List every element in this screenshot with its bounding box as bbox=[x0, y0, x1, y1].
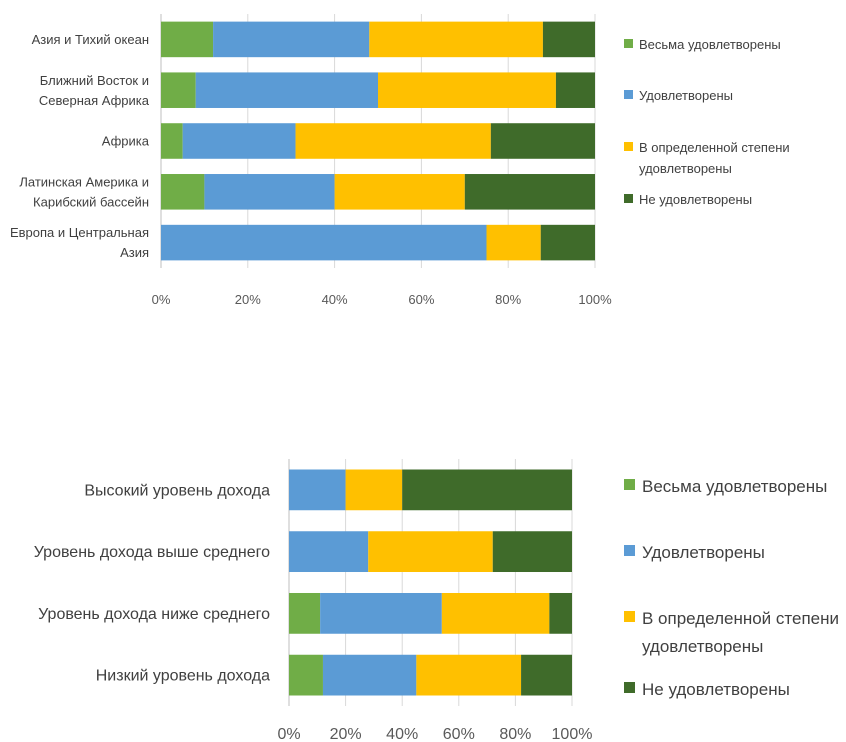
legend-label: В определенной степени удовлетворены bbox=[642, 605, 839, 661]
x-tick-label: 60% bbox=[408, 292, 434, 307]
x-tick-label: 80% bbox=[499, 726, 531, 742]
bar-segment-весьма-удовлетворены bbox=[161, 21, 214, 58]
bar-segment-весьма-удовлетворены bbox=[289, 654, 323, 696]
legend-label-line: В определенной степени bbox=[642, 609, 839, 628]
legend-label-line: В определенной степени bbox=[639, 140, 790, 155]
legend-label-line: Не удовлетворены bbox=[639, 192, 753, 207]
legend-label-line: Удовлетворены bbox=[642, 543, 765, 562]
legend-swatch bbox=[624, 90, 633, 99]
bar-segment-в-определенной-степени-удовлетворены bbox=[369, 21, 543, 58]
bar-segment-в-определенной-степени-удовлетворены bbox=[295, 123, 491, 159]
legend-label: Не удовлетворены bbox=[642, 676, 790, 704]
bar-segment-в-определенной-степени-удовлетворены bbox=[441, 592, 550, 634]
legend-swatch bbox=[624, 479, 635, 490]
category-label: Африка bbox=[102, 134, 150, 149]
bar-segment-удовлетворены bbox=[161, 224, 487, 261]
bar-segment-в-определенной-степени-удовлетворены bbox=[486, 224, 541, 261]
bar-segment-удовлетворены bbox=[289, 469, 346, 511]
x-tick-label: 40% bbox=[386, 726, 418, 742]
legend-item-удовлетворены: Удовлетворены bbox=[624, 539, 765, 567]
category-label: Высокий уровень дохода bbox=[84, 482, 270, 499]
x-tick-label: 20% bbox=[330, 726, 362, 742]
category-label: Уровень дохода выше среднего bbox=[34, 544, 270, 561]
bar-segment-весьма-удовлетворены bbox=[161, 72, 196, 108]
bar-segment-весьма-удовлетворены bbox=[161, 123, 183, 159]
bar-segment-удовлетворены bbox=[213, 21, 370, 58]
bar-segment-не-удовлетворены bbox=[549, 592, 572, 634]
bar-segment-в-определенной-степени-удовлетворены bbox=[334, 174, 465, 210]
legend-label: Весьма удовлетворены bbox=[642, 473, 827, 501]
bar-segment-в-определенной-степени-удовлетворены bbox=[345, 469, 403, 511]
x-tick-label: 0% bbox=[152, 292, 171, 307]
x-tick-label: 100% bbox=[578, 292, 612, 307]
bar-segment-в-определенной-степени-удовлетворены bbox=[368, 531, 493, 573]
bar-segment-весьма-удовлетворены bbox=[161, 174, 205, 210]
x-tick-label: 60% bbox=[443, 726, 475, 742]
legend-label-line: Удовлетворены bbox=[639, 88, 733, 103]
legend-swatch bbox=[624, 682, 635, 693]
legend-item-в-определенной-степени-удовлетворены: В определенной степени удовлетворены bbox=[624, 137, 790, 179]
legend-label-line: Весьма удовлетворены bbox=[642, 477, 828, 496]
legend-label: Удовлетворены bbox=[642, 539, 765, 567]
bar-segment-не-удовлетворены bbox=[464, 174, 595, 210]
category-label: Латинская Америка и Карибский бассейн bbox=[19, 174, 149, 209]
legend-label-line: удовлетворены bbox=[639, 161, 732, 176]
x-tick-label: 100% bbox=[552, 726, 593, 742]
bar-segment-не-удовлетворены bbox=[492, 531, 572, 573]
legend-swatch bbox=[624, 545, 635, 556]
legend-swatch bbox=[624, 142, 633, 151]
category-label: Азия и Тихий океан bbox=[32, 32, 149, 47]
category-label: Низкий уровень дохода bbox=[96, 668, 270, 685]
x-tick-label: 20% bbox=[235, 292, 261, 307]
legend-swatch bbox=[624, 39, 633, 48]
bar-segment-весьма-удовлетворены bbox=[289, 592, 321, 634]
category-label: Уровень дохода ниже среднего bbox=[38, 606, 270, 623]
legend-label: Весьма удовлетворены bbox=[639, 34, 781, 55]
bar-segment-в-определенной-степени-удовлетворены bbox=[416, 654, 522, 696]
legend-item-весьма-удовлетворены: Весьма удовлетворены bbox=[624, 473, 827, 501]
legend-swatch bbox=[624, 611, 635, 622]
bar-segment-удовлетворены bbox=[182, 123, 296, 159]
bar-segment-не-удовлетворены bbox=[490, 123, 595, 159]
legend-label: Удовлетворены bbox=[639, 85, 733, 106]
legend-item-удовлетворены: Удовлетворены bbox=[624, 85, 733, 106]
region-satisfaction-chart: 0% 20% 40% 60% 80% 100% Азия и Тихий океан Ближ… bbox=[10, 14, 612, 307]
category-label: Ближний Восток и Северная Африка bbox=[39, 73, 150, 108]
bar-segment-не-удовлетворены bbox=[402, 469, 572, 511]
bar-segment-удовлетворены bbox=[195, 72, 378, 108]
category-label: Европа и Центральная Азия bbox=[10, 225, 149, 260]
bar-segment-в-определенной-степени-удовлетворены bbox=[378, 72, 556, 108]
legend-item-не-удовлетворены: Не удовлетворены bbox=[624, 189, 752, 210]
legend-label-line: удовлетворены bbox=[642, 637, 764, 656]
legend-label: Не удовлетворены bbox=[639, 189, 752, 210]
x-tick-label: 0% bbox=[277, 726, 300, 742]
legend-item-весьма-удовлетворены: Весьма удовлетворены bbox=[624, 34, 781, 55]
legend-swatch bbox=[624, 194, 633, 203]
bar-segment-не-удовлетворены bbox=[540, 224, 595, 261]
x-tick-label: 40% bbox=[322, 292, 348, 307]
legend-label-line: Весьма удовлетворены bbox=[639, 37, 781, 52]
bar-segment-не-удовлетворены bbox=[555, 72, 595, 108]
bar-segment-удовлетворены bbox=[322, 654, 417, 696]
bar-segment-не-удовлетворены bbox=[521, 654, 572, 696]
legend-item-не-удовлетворены: Не удовлетворены bbox=[624, 676, 790, 704]
bar-segment-удовлетворены bbox=[289, 531, 369, 573]
bar-segment-удовлетворены bbox=[204, 174, 335, 210]
bar-segment-не-удовлетворены bbox=[542, 21, 595, 58]
legend-label-line: Не удовлетворены bbox=[642, 680, 790, 699]
legend-item-в-определенной-степени-удовлетворены: В определенной степени удовлетворены bbox=[624, 605, 839, 661]
x-tick-label: 80% bbox=[495, 292, 521, 307]
legend-label: В определенной степени удовлетворены bbox=[639, 137, 790, 179]
bar-segment-удовлетворены bbox=[320, 592, 442, 634]
